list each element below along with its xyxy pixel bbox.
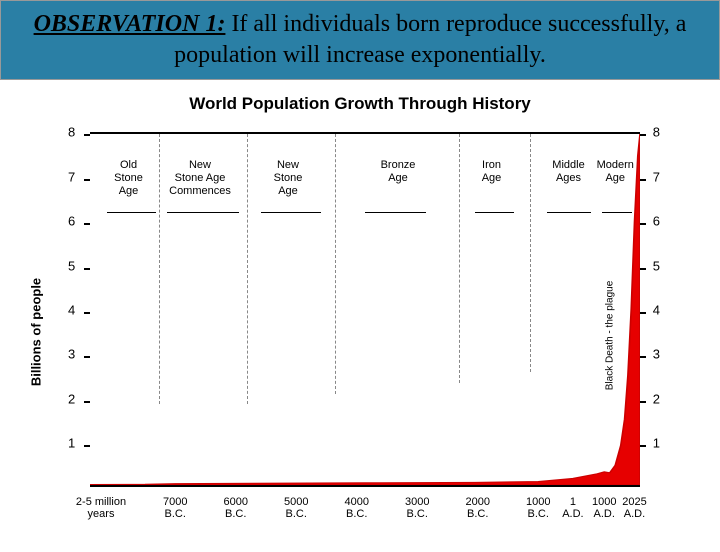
era-underline [167, 212, 239, 213]
y-tick-right: 3 [653, 347, 660, 362]
observation-statement: If all individuals born reproduce succes… [174, 11, 686, 68]
era-label: BronzeAge [381, 159, 416, 184]
y-tick-right: 5 [653, 258, 660, 273]
y-tick-right: 7 [653, 169, 660, 184]
x-tick: 5000B.C. [284, 496, 308, 520]
y-tick-right: 4 [653, 302, 660, 317]
plot-area: OldStoneAge NewStone AgeCommences NewStone… [90, 132, 640, 487]
chart-region: World Population Growth Through History … [0, 80, 720, 552]
y-tick-left: 6 [68, 214, 75, 229]
era-label: MiddleAges [552, 159, 584, 184]
x-tick: 1000A.D. [592, 496, 616, 520]
y-tick-right: 6 [653, 214, 660, 229]
chart-container: Billions of people OldStoneAge NewStone A… [30, 122, 690, 542]
era-label: ModernAge [597, 159, 634, 184]
era-underline [107, 212, 157, 213]
era-divider [335, 134, 336, 393]
era-underline [365, 212, 426, 213]
era-underline [602, 212, 632, 213]
header-text: OBSERVATION 1: If all individuals born r… [13, 9, 707, 71]
era-divider [159, 134, 160, 404]
era-label: NewStoneAge [274, 159, 303, 197]
black-death-label: Black Death - the plague [604, 280, 615, 390]
x-tick: 2-5 millionyears [76, 496, 126, 520]
era-divider [459, 134, 460, 383]
observation-label: OBSERVATION 1: [34, 11, 226, 37]
era-label: OldStoneAge [114, 159, 143, 197]
y-tick-right: 1 [653, 436, 660, 451]
x-tick: 1A.D. [562, 496, 583, 520]
x-tick: 6000B.C. [224, 496, 248, 520]
y-axis-label: Billions of people [29, 278, 44, 386]
era-underline [261, 212, 322, 213]
y-tick-left: 5 [68, 258, 75, 273]
header-banner: OBSERVATION 1: If all individuals born r… [0, 0, 720, 80]
era-label: NewStone AgeCommences [169, 159, 231, 197]
x-tick: 1000B.C. [526, 496, 550, 520]
era-divider [247, 134, 248, 404]
y-tick-left: 4 [68, 302, 75, 317]
x-tick: 3000B.C. [405, 496, 429, 520]
y-tick-left: 8 [68, 125, 75, 140]
era-underline [547, 212, 591, 213]
era-label: IronAge [482, 159, 502, 184]
x-tick: 2000B.C. [466, 496, 490, 520]
chart-title: World Population Growth Through History [30, 94, 690, 114]
y-tick-right: 8 [653, 125, 660, 140]
era-underline [475, 212, 514, 213]
x-tick: 7000B.C. [163, 496, 187, 520]
era-divider [530, 134, 531, 372]
y-tick-right: 2 [653, 391, 660, 406]
y-tick-left: 2 [68, 391, 75, 406]
y-tick-left: 7 [68, 169, 75, 184]
y-tick-left: 1 [68, 436, 75, 451]
x-tick: 2025A.D. [622, 496, 646, 520]
y-tick-left: 3 [68, 347, 75, 362]
x-tick: 4000B.C. [345, 496, 369, 520]
